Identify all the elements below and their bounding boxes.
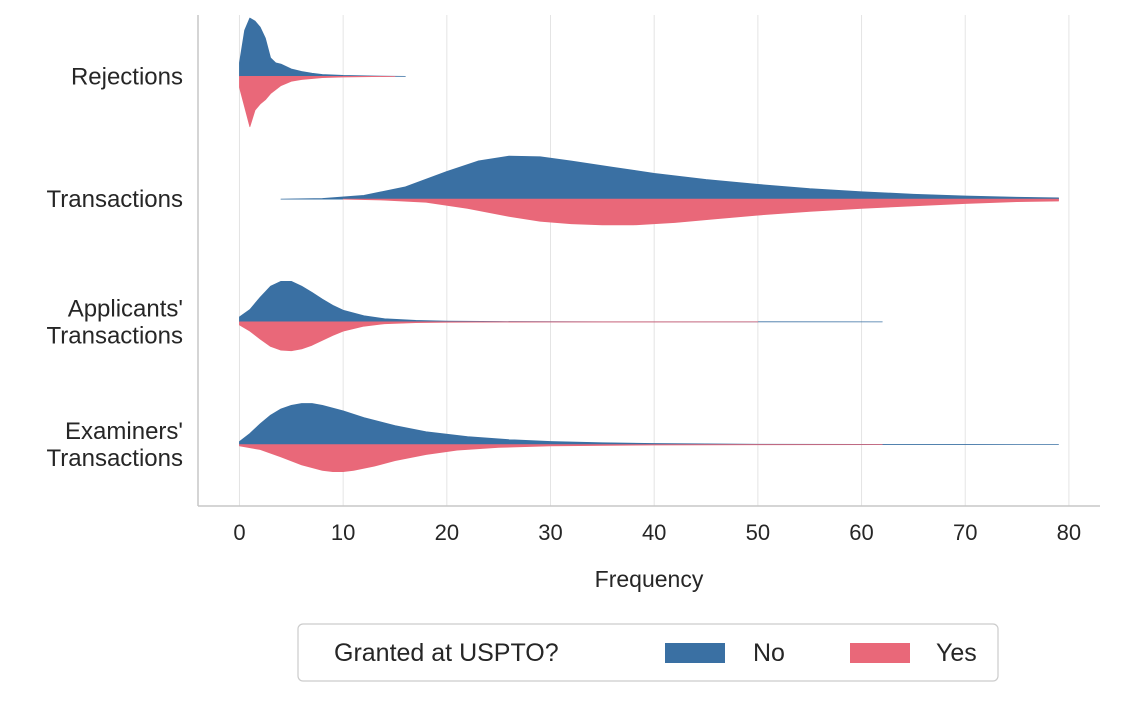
category-label: Transactions bbox=[47, 445, 184, 472]
violin-no-2 bbox=[239, 280, 883, 323]
x-tick-labels: 0 10 20 30 40 50 60 70 80 bbox=[233, 520, 1081, 545]
legend-swatch-yes bbox=[850, 643, 910, 663]
violin-yes-3 bbox=[239, 444, 883, 473]
x-tick-label: 80 bbox=[1057, 520, 1081, 545]
category-label: Examiners' bbox=[65, 418, 183, 445]
category-labels: RejectionsTransactionsApplicants'Transac… bbox=[47, 63, 184, 472]
category-label: Transactions bbox=[47, 186, 184, 213]
x-tick-label: 40 bbox=[642, 520, 666, 545]
violin-no-1 bbox=[280, 155, 1059, 200]
violins bbox=[239, 17, 1059, 473]
category-label: Transactions bbox=[47, 322, 184, 349]
x-tick-label: 10 bbox=[331, 520, 355, 545]
violin-no-0 bbox=[239, 17, 406, 77]
gridlines bbox=[238, 15, 1070, 506]
x-tick-label: 70 bbox=[953, 520, 977, 545]
x-tick-label: 60 bbox=[849, 520, 873, 545]
x-tick-label: 30 bbox=[538, 520, 562, 545]
category-label: Rejections bbox=[71, 63, 183, 90]
legend-label-no: No bbox=[753, 639, 785, 667]
x-tick-label: 20 bbox=[435, 520, 459, 545]
violin-yes-1 bbox=[342, 198, 1059, 226]
legend-label-yes: Yes bbox=[936, 639, 977, 667]
legend: Granted at USPTO? No Yes bbox=[297, 623, 999, 682]
x-axis-title: Frequency bbox=[595, 566, 704, 592]
legend-frame bbox=[297, 623, 999, 682]
violin-yes-0 bbox=[239, 75, 396, 128]
x-tick-label: 50 bbox=[746, 520, 770, 545]
x-tick-label: 0 bbox=[233, 520, 245, 545]
legend-swatch-no bbox=[665, 643, 725, 663]
violin-no-3 bbox=[239, 403, 1059, 446]
violin-yes-2 bbox=[239, 321, 759, 352]
legend-title: Granted at USPTO? bbox=[334, 639, 559, 667]
category-label: Applicants' bbox=[68, 295, 183, 322]
